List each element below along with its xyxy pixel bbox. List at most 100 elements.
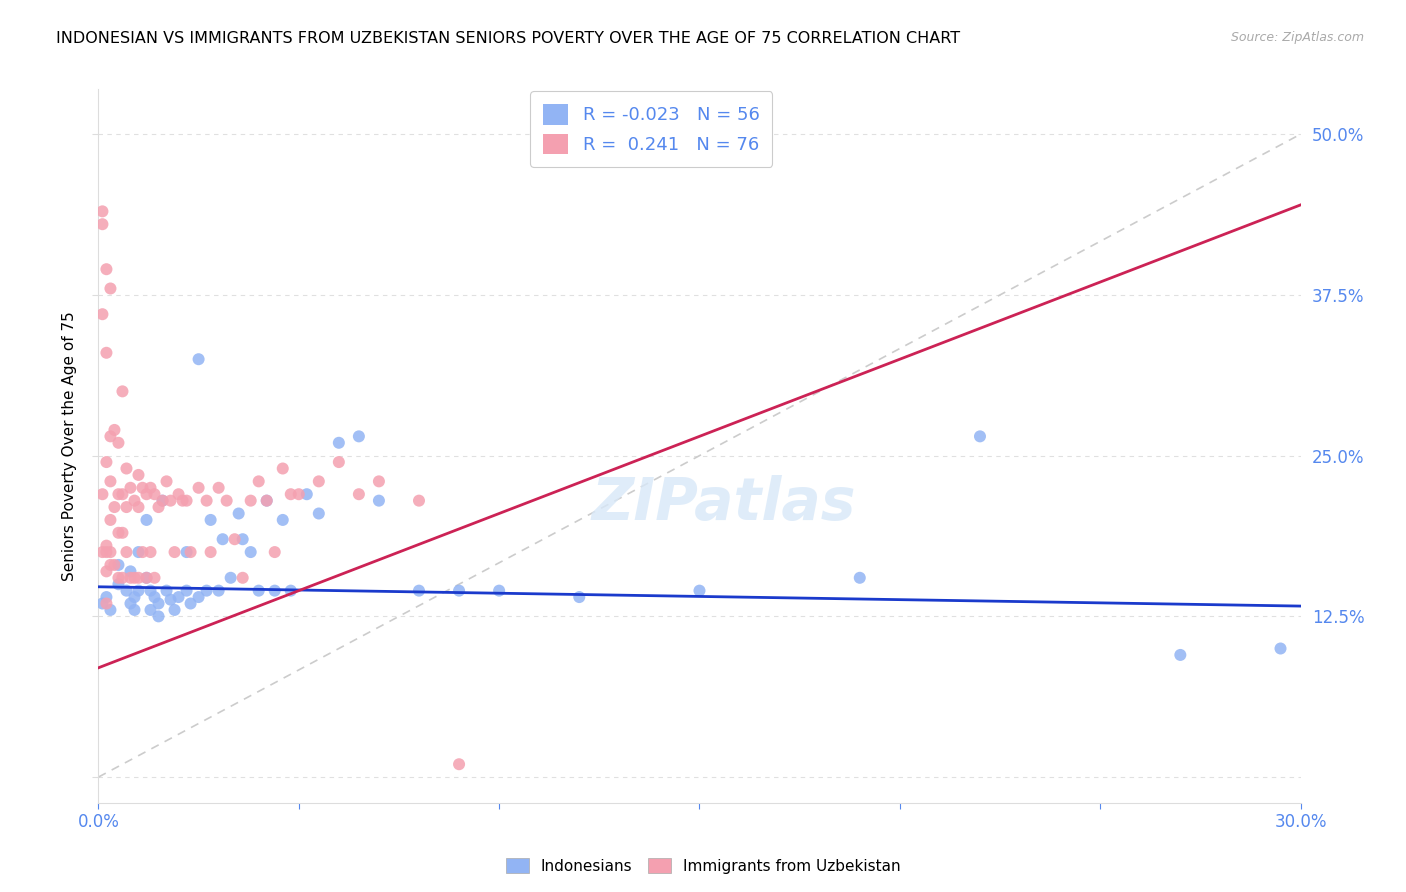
Point — [247, 475, 270, 489]
Point — [111, 525, 134, 540]
Legend: Indonesians, Immigrants from Uzbekistan: Indonesians, Immigrants from Uzbekistan — [499, 852, 907, 880]
Point — [96, 262, 118, 277]
Point — [96, 345, 118, 359]
Point — [152, 493, 174, 508]
Point — [256, 493, 278, 508]
Point — [408, 493, 430, 508]
Point — [100, 281, 122, 295]
Point — [135, 571, 157, 585]
Point — [128, 583, 150, 598]
Point — [120, 481, 142, 495]
Point — [115, 545, 138, 559]
Point — [107, 525, 129, 540]
Point — [120, 565, 142, 579]
Point — [103, 423, 125, 437]
Point — [228, 507, 250, 521]
Point — [163, 545, 186, 559]
Point — [347, 487, 370, 501]
Point — [91, 597, 114, 611]
Point — [124, 590, 146, 604]
Point — [128, 571, 150, 585]
Point — [96, 539, 118, 553]
Point — [159, 592, 181, 607]
Point — [135, 513, 157, 527]
Point — [96, 455, 118, 469]
Point — [96, 590, 118, 604]
Point — [124, 493, 146, 508]
Point — [689, 583, 711, 598]
Point — [849, 571, 872, 585]
Point — [115, 461, 138, 475]
Point — [111, 384, 134, 399]
Point — [143, 487, 166, 501]
Point — [208, 481, 231, 495]
Point — [969, 429, 991, 443]
Point — [368, 475, 391, 489]
Point — [143, 590, 166, 604]
Point — [128, 545, 150, 559]
Point — [167, 590, 190, 604]
Point — [263, 545, 285, 559]
Point — [187, 481, 209, 495]
Point — [328, 435, 350, 450]
Point — [91, 545, 114, 559]
Legend: R = -0.023   N = 56, R =  0.241   N = 76: R = -0.023 N = 56, R = 0.241 N = 76 — [530, 91, 772, 167]
Point — [447, 757, 470, 772]
Point — [148, 597, 170, 611]
Point — [91, 217, 114, 231]
Point — [256, 493, 278, 508]
Point — [100, 429, 122, 443]
Point — [131, 481, 153, 495]
Point — [155, 583, 177, 598]
Point — [180, 545, 202, 559]
Point — [100, 475, 122, 489]
Point — [211, 533, 233, 547]
Point — [107, 435, 129, 450]
Point — [159, 493, 181, 508]
Point — [139, 583, 162, 598]
Point — [1170, 648, 1192, 662]
Point — [180, 597, 202, 611]
Point — [568, 590, 591, 604]
Point — [96, 545, 118, 559]
Point — [124, 571, 146, 585]
Point — [195, 493, 218, 508]
Point — [107, 558, 129, 572]
Point — [224, 533, 246, 547]
Point — [91, 307, 114, 321]
Point — [131, 545, 153, 559]
Point — [128, 500, 150, 514]
Point — [135, 571, 157, 585]
Point — [91, 204, 114, 219]
Point — [139, 481, 162, 495]
Point — [135, 487, 157, 501]
Point — [155, 475, 177, 489]
Point — [200, 545, 222, 559]
Point — [176, 493, 198, 508]
Point — [1270, 641, 1292, 656]
Point — [100, 545, 122, 559]
Point — [148, 500, 170, 514]
Point — [328, 455, 350, 469]
Point — [288, 487, 311, 501]
Point — [347, 429, 370, 443]
Point — [271, 513, 294, 527]
Point — [111, 571, 134, 585]
Point — [107, 577, 129, 591]
Point — [124, 603, 146, 617]
Point — [167, 487, 190, 501]
Point — [239, 545, 262, 559]
Y-axis label: Seniors Poverty Over the Age of 75: Seniors Poverty Over the Age of 75 — [62, 311, 77, 581]
Point — [295, 487, 318, 501]
Point — [148, 609, 170, 624]
Point — [163, 603, 186, 617]
Point — [139, 603, 162, 617]
Point — [120, 571, 142, 585]
Text: Source: ZipAtlas.com: Source: ZipAtlas.com — [1230, 31, 1364, 45]
Point — [271, 461, 294, 475]
Point — [103, 500, 125, 514]
Point — [172, 493, 194, 508]
Point — [96, 597, 118, 611]
Point — [143, 571, 166, 585]
Point — [308, 475, 330, 489]
